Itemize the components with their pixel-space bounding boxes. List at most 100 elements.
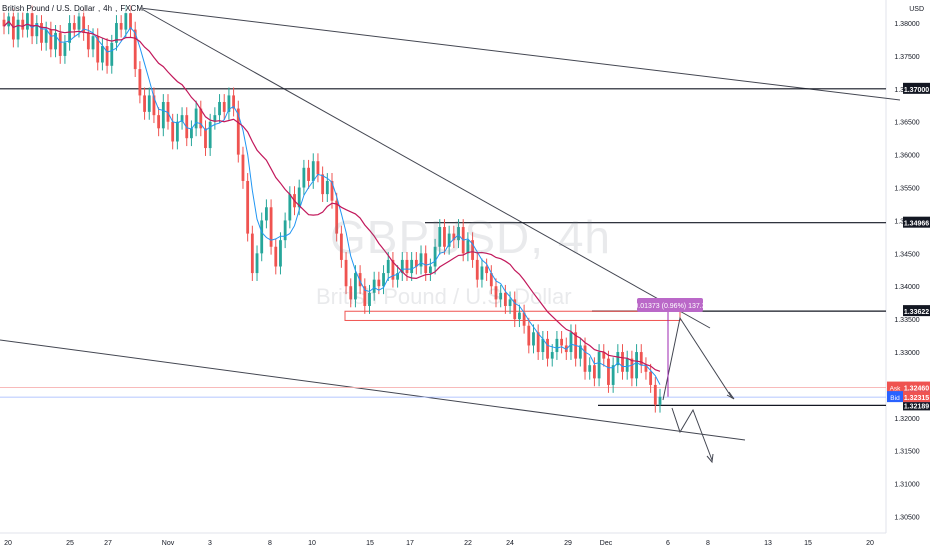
price-label-bg (903, 391, 930, 403)
candle-body (658, 396, 662, 405)
candle-body (382, 273, 385, 287)
candle-body (143, 95, 146, 112)
y-tick-label: 1.37500 (894, 54, 919, 61)
slow-moving-average (3, 20, 661, 372)
x-tick-label: 13 (764, 540, 772, 547)
candle-body (644, 365, 648, 372)
candle-body (72, 23, 76, 30)
currency-label: USD (909, 6, 924, 13)
candle-body (466, 240, 470, 254)
price-tag-label: Bid (890, 395, 900, 402)
candle-body (213, 115, 217, 122)
price-tag-bg (887, 381, 903, 393)
arrow-head (706, 453, 714, 464)
x-tick-label: 20 (4, 540, 12, 547)
candle-body (86, 32, 90, 50)
legend-interval: 4h (103, 4, 113, 13)
y-tick-label: 1.30500 (894, 515, 919, 522)
candle-body (475, 259, 479, 280)
candle-body (625, 358, 629, 372)
candle-body (227, 95, 231, 112)
candle-body (316, 161, 320, 175)
price-tag-bg (887, 391, 903, 403)
price-label: 1.34966 (904, 221, 929, 228)
candle-body (260, 220, 264, 254)
candle-body (396, 273, 400, 280)
candle-body (428, 266, 432, 274)
candle-body (21, 19, 25, 30)
price-label: 1.33622 (904, 309, 929, 316)
price-label: 1.37000 (904, 87, 929, 94)
candle-body (297, 187, 301, 208)
x-tick-label: 3 (208, 540, 212, 547)
x-tick-label: 20 (866, 540, 874, 547)
candle-body (185, 115, 189, 139)
x-tick-label: 6 (666, 540, 670, 547)
y-tick-label: 1.36000 (894, 153, 919, 160)
candle-body (246, 180, 250, 234)
x-tick-label: 17 (406, 540, 414, 547)
candle-body (40, 23, 43, 43)
candle-body (218, 101, 221, 116)
candle-body (363, 286, 367, 306)
candle-body (49, 29, 53, 50)
legend-sep: , (97, 4, 101, 13)
y-tick-label: 1.32000 (894, 416, 919, 423)
range-box (344, 310, 681, 321)
candle-body (199, 108, 203, 129)
candle-body (311, 161, 315, 181)
candle-body (602, 352, 606, 359)
x-tick-label: 22 (464, 540, 472, 547)
candle-body (583, 345, 587, 372)
candle-body (147, 95, 151, 112)
candle-body (288, 194, 292, 221)
candle-body (419, 253, 423, 267)
x-tick-label: 25 (66, 540, 74, 547)
candle-body (180, 115, 184, 122)
candle-body (35, 23, 39, 37)
x-tick-label: 27 (104, 540, 112, 547)
candle-body (541, 338, 545, 353)
candle-body (527, 325, 531, 346)
candle-body (410, 259, 414, 274)
candle-body (269, 207, 273, 247)
candle-body (414, 259, 418, 267)
candle-body (115, 23, 118, 43)
projection-path-lower (671, 407, 713, 461)
candle-body (354, 273, 357, 300)
symbol-legend: British Pound / U.S. Dollar , 4h , FXCM (2, 4, 143, 13)
candle-body (508, 299, 512, 306)
price-label-bg (903, 381, 930, 393)
x-tick-label: 8 (706, 540, 710, 547)
candle-body (91, 36, 95, 50)
candle-body (489, 273, 493, 287)
candle-body (68, 23, 72, 43)
candle-body (58, 32, 62, 56)
candle-body (330, 180, 334, 201)
candle-body (349, 286, 353, 300)
x-tick-label: 24 (506, 540, 514, 547)
x-tick-label: 15 (366, 540, 374, 547)
candle-body (607, 358, 610, 385)
candle-body (555, 338, 559, 353)
candle-body (480, 266, 484, 280)
arrow-head (726, 391, 735, 400)
candle-body (513, 299, 517, 320)
candle-body (307, 167, 310, 181)
candle-body (635, 352, 638, 379)
candle-body (532, 332, 535, 346)
price-tag-label: Ask (890, 386, 902, 393)
price-label: 1.32315 (904, 395, 929, 402)
candle-body (325, 180, 329, 195)
candle-body (616, 352, 620, 366)
candle-body (302, 167, 306, 188)
descending-trendline (139, 7, 711, 329)
candle-body (110, 42, 114, 66)
candle-body (232, 95, 236, 109)
candle-body (611, 365, 615, 385)
y-tick-label: 1.33000 (894, 350, 919, 357)
candle-body (241, 154, 245, 181)
y-tick-label: 1.34000 (894, 284, 919, 291)
